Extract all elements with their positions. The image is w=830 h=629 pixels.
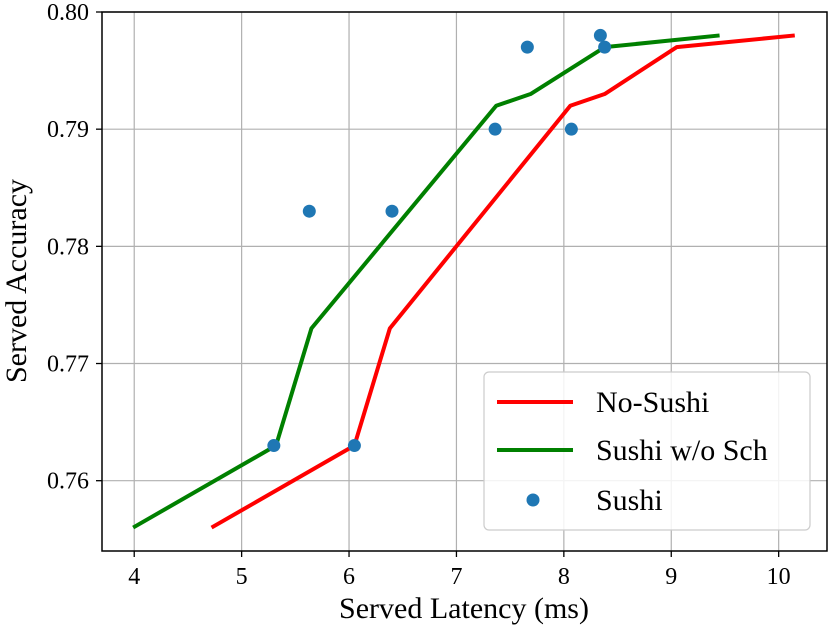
legend-label-sushi: Sushi <box>596 484 663 517</box>
plot-series <box>132 28 795 530</box>
legend-label-no-sushi: No-Sushi <box>596 386 709 419</box>
y-axis-label: Served Accuracy <box>0 179 33 383</box>
scatter-point-sushi <box>267 439 281 453</box>
plot-frame <box>101 11 828 552</box>
x-tick-label: 9 <box>665 564 677 590</box>
scatter-point-sushi <box>564 122 578 136</box>
x-tick-label: 7 <box>450 564 462 590</box>
scatter-point-sushi <box>598 40 612 54</box>
scatter-point-sushi <box>593 28 607 42</box>
y-tick-label: 0.79 <box>47 117 89 143</box>
y-tick-label: 0.76 <box>47 469 89 495</box>
scatter-point-sushi <box>347 439 361 453</box>
scatter-point-sushi <box>520 40 534 54</box>
scatter-point-sushi <box>488 122 502 136</box>
x-axis-label: Served Latency (ms) <box>339 592 589 625</box>
y-tick-label: 0.77 <box>47 352 89 378</box>
scatter-point-sushi <box>385 204 399 218</box>
x-tick-label: 6 <box>343 564 355 590</box>
legend: No-Sushi Sushi w/o Sch Sushi <box>483 371 811 531</box>
y-tick-label: 0.78 <box>47 234 89 260</box>
legend-box <box>483 371 811 531</box>
x-tick-label: 8 <box>558 564 570 590</box>
legend-label-sushi-wo-sch: Sushi w/o Sch <box>596 434 768 467</box>
x-tick-label: 10 <box>767 564 791 590</box>
scatter-point-sushi <box>302 204 316 218</box>
axis-ticks: 4 5 6 7 8 9 10 0.76 0.77 0.78 0.79 0.80 <box>47 0 791 590</box>
legend-swatch-sushi <box>526 493 540 507</box>
y-tick-label: 0.80 <box>47 0 89 26</box>
x-tick-label: 4 <box>128 564 140 590</box>
x-tick-label: 5 <box>236 564 248 590</box>
